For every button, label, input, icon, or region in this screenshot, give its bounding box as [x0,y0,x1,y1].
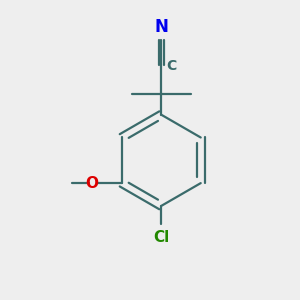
Text: O: O [86,176,99,190]
Text: C: C [167,59,177,73]
Text: N: N [154,18,168,36]
Text: Cl: Cl [153,230,169,244]
